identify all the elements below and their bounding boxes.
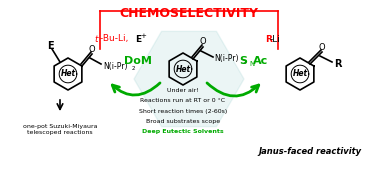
Text: O: O — [89, 44, 95, 54]
Text: R: R — [334, 59, 341, 69]
Text: 2: 2 — [132, 66, 135, 71]
Text: Janus-faced reactivity: Janus-faced reactivity — [259, 147, 362, 155]
Text: N(i-Pr): N(i-Pr) — [103, 62, 127, 70]
Text: Ac: Ac — [253, 56, 268, 66]
Text: 2: 2 — [243, 59, 246, 65]
Text: one-pot Suzuki-Miyaura
telescoped reactions: one-pot Suzuki-Miyaura telescoped reacti… — [23, 124, 97, 135]
Text: Broad substrates scope: Broad substrates scope — [146, 118, 220, 124]
Text: E: E — [135, 34, 141, 43]
Text: DoM: DoM — [124, 56, 152, 66]
Text: -Li: -Li — [270, 34, 281, 43]
Text: Short reaction times (2-60s): Short reaction times (2-60s) — [139, 108, 227, 114]
Text: E: E — [47, 41, 53, 51]
Text: Het: Het — [293, 69, 308, 78]
Text: Under air!: Under air! — [167, 89, 199, 93]
Text: t: t — [94, 34, 98, 43]
Text: +: + — [140, 33, 146, 39]
Text: R: R — [265, 34, 272, 43]
Text: Het: Het — [60, 69, 76, 78]
Text: -Bu-Li,: -Bu-Li, — [100, 34, 131, 43]
FancyArrowPatch shape — [112, 83, 160, 95]
Text: Deep Eutectic Solvents: Deep Eutectic Solvents — [142, 128, 224, 134]
FancyArrowPatch shape — [207, 83, 259, 96]
Text: CHEMOSELECTIVITY: CHEMOSELECTIVITY — [119, 7, 259, 20]
Text: S: S — [239, 56, 247, 66]
Text: N: N — [249, 61, 254, 67]
Text: O: O — [319, 42, 325, 52]
Text: Het: Het — [175, 65, 191, 74]
Text: O: O — [200, 38, 206, 46]
Text: N(i-Pr): N(i-Pr) — [214, 54, 239, 64]
Text: Reactions run at RT or 0 °C: Reactions run at RT or 0 °C — [141, 99, 226, 103]
